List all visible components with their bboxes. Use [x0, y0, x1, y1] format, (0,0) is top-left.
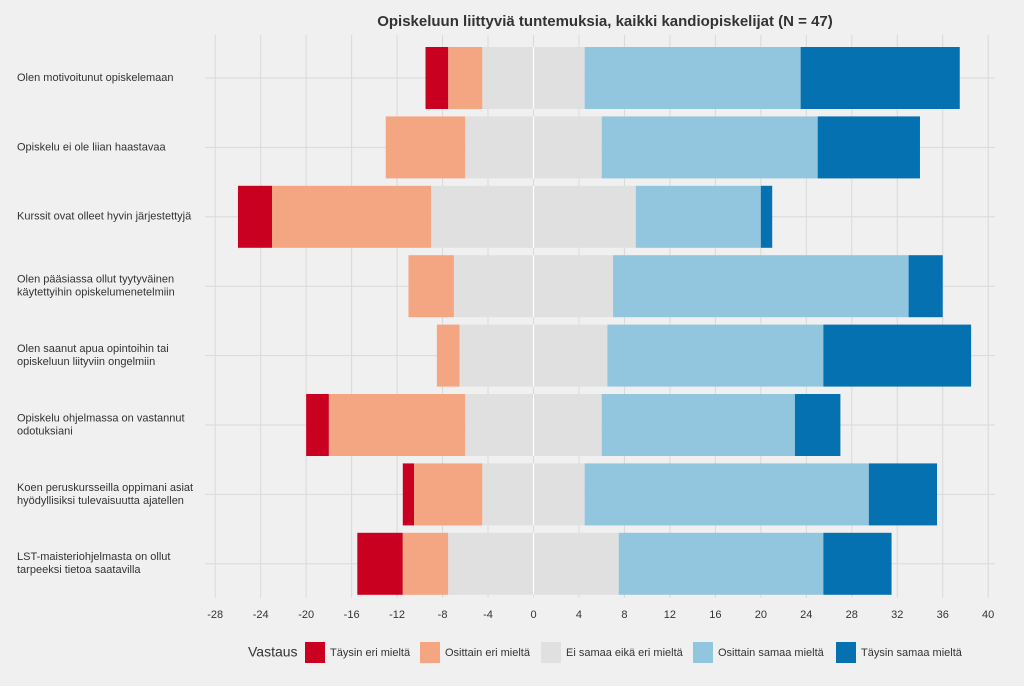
bar-segment — [823, 532, 892, 595]
bar-segment — [306, 394, 329, 456]
bar-segment — [402, 463, 415, 526]
x-tick-label: -4 — [483, 609, 493, 621]
legend-label: Ei samaa eikä eri mieltä — [566, 647, 684, 659]
x-tick-label: 24 — [800, 609, 812, 621]
legend-swatch — [305, 642, 325, 663]
bar-segment — [868, 463, 938, 526]
y-tick-label: tarpeeksi tietoa saatavilla — [17, 564, 141, 576]
bar-segment — [425, 47, 449, 109]
y-tick-label: odotuksiani — [17, 425, 73, 437]
bar-segment — [408, 255, 454, 318]
bar-segment — [237, 185, 273, 248]
x-tick-label: 0 — [530, 609, 536, 621]
bar-segment — [601, 394, 795, 456]
bar-segment — [607, 324, 824, 387]
x-tick-label: -16 — [344, 609, 360, 621]
y-tick-label: hyödyllisiksi tulevaisuutta ajatellen — [17, 495, 184, 507]
bar-segment — [328, 394, 466, 456]
legend-swatch — [693, 642, 713, 663]
bar-segment — [823, 324, 972, 387]
x-tick-label: 16 — [709, 609, 721, 621]
y-tick-label: Koen peruskursseilla oppimani asiat — [17, 482, 193, 494]
y-tick-label: Olen pääsiassa ollut tyytyväinen — [17, 274, 174, 286]
x-tick-label: 4 — [576, 609, 582, 621]
x-tick-label: -8 — [438, 609, 448, 621]
legend-title: Vastaus — [248, 644, 298, 660]
bar-segment — [272, 185, 432, 248]
bar-segment — [817, 116, 920, 179]
bar-segment — [760, 185, 773, 248]
y-tick-label: Olen saanut apua opintoihin tai — [17, 343, 169, 355]
x-tick-label: -12 — [389, 609, 405, 621]
x-tick-label: 28 — [846, 609, 858, 621]
bar-segment — [414, 463, 483, 526]
x-tick-label: 40 — [982, 609, 994, 621]
x-tick-label: 36 — [937, 609, 949, 621]
legend-label: Täysin eri mieltä — [330, 647, 411, 659]
legend-label: Osittain samaa mieltä — [718, 647, 825, 659]
bar-segment — [448, 47, 483, 109]
bar-segment — [794, 394, 841, 456]
legend-label: Osittain eri mieltä — [445, 647, 531, 659]
y-tick-label: Kurssit ovat olleet hyvin järjestettyjä — [17, 211, 192, 223]
y-tick-label: käytettyihin opiskelumenetelmiin — [17, 287, 175, 299]
x-tick-label: 8 — [621, 609, 627, 621]
bar-segment — [601, 116, 818, 179]
bar-segment — [584, 463, 869, 526]
x-tick-label: -28 — [207, 609, 223, 621]
x-tick-label: -24 — [253, 609, 269, 621]
bar-segment — [618, 532, 824, 595]
legend-swatch — [541, 642, 561, 663]
bar-segment — [357, 532, 403, 595]
y-tick-label: opiskeluun liityviin ongelmiin — [17, 356, 155, 368]
x-tick-label: 12 — [664, 609, 676, 621]
bar-segment — [908, 255, 943, 318]
bar-segment — [436, 324, 460, 387]
x-tick-label: 32 — [891, 609, 903, 621]
x-tick-label: 20 — [755, 609, 767, 621]
bar-segment — [613, 255, 909, 318]
legend-swatch — [836, 642, 856, 663]
y-tick-label: Olen motivoitunut opiskelemaan — [17, 72, 174, 84]
bar-segment — [584, 47, 801, 109]
legend-label: Täysin samaa mieltä — [861, 647, 963, 659]
y-tick-label: LST-maisteriohjelmasta on ollut — [17, 551, 170, 563]
bar-segment — [800, 47, 960, 109]
bar-segment — [385, 116, 466, 179]
x-tick-label: -20 — [298, 609, 314, 621]
bar-segment — [635, 185, 761, 248]
bar-segment — [402, 532, 449, 595]
legend-swatch — [420, 642, 440, 663]
y-tick-label: Opiskelu ohjelmassa on vastannut — [17, 412, 185, 424]
chart-title: Opiskeluun liittyviä tuntemuksia, kaikki… — [377, 13, 833, 30]
y-tick-label: Opiskelu ei ole liian haastavaa — [17, 141, 166, 153]
